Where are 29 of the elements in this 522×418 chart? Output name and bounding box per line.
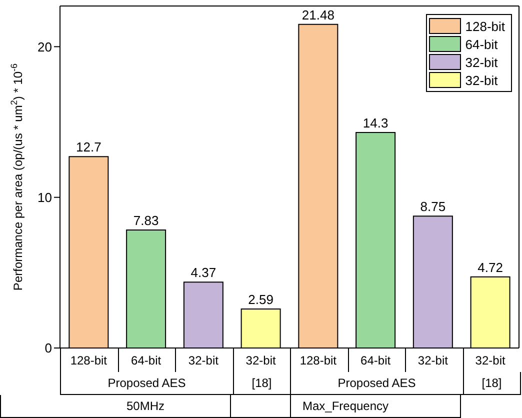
- x-tick-label: 128-bit: [300, 354, 338, 368]
- text: Proposed AES: [290, 372, 464, 395]
- legend-label: 32-bit: [465, 54, 498, 70]
- text: Max_Frequency: [230, 395, 461, 418]
- x-tick-label: 64-bit: [131, 354, 162, 368]
- text: [18]: [232, 372, 291, 395]
- legend-label: 32-bit: [465, 72, 498, 88]
- data-label: 21.48: [302, 7, 334, 22]
- y-tick-label: 20: [38, 39, 52, 54]
- text: [18]: [462, 372, 521, 395]
- text: Proposed AES: [60, 372, 234, 395]
- y-tick-label: 0: [44, 340, 52, 356]
- data-label: 12.7: [76, 140, 102, 155]
- x-tick-label: 32-bit: [475, 354, 506, 368]
- x-tick-label: 32-bit: [246, 354, 276, 368]
- legend-label: 64-bit: [465, 36, 498, 52]
- x-tick-label: 32-bit: [418, 354, 449, 368]
- y-tick-label: 10: [38, 190, 52, 205]
- data-label: 8.75: [420, 199, 446, 214]
- data-label: 2.59: [248, 292, 274, 307]
- text: 50MHz: [0, 395, 291, 418]
- x-tick-label: 64-bit: [360, 354, 392, 368]
- legend-label: 128-bit: [465, 18, 505, 34]
- x-tick-label: 32-bit: [188, 354, 220, 368]
- data-label: 4.37: [190, 265, 216, 280]
- x-tick-label: 128-bit: [70, 354, 108, 368]
- data-label: 4.72: [478, 260, 503, 275]
- data-label: 7.83: [133, 213, 159, 228]
- data-label: 14.3: [362, 116, 388, 131]
